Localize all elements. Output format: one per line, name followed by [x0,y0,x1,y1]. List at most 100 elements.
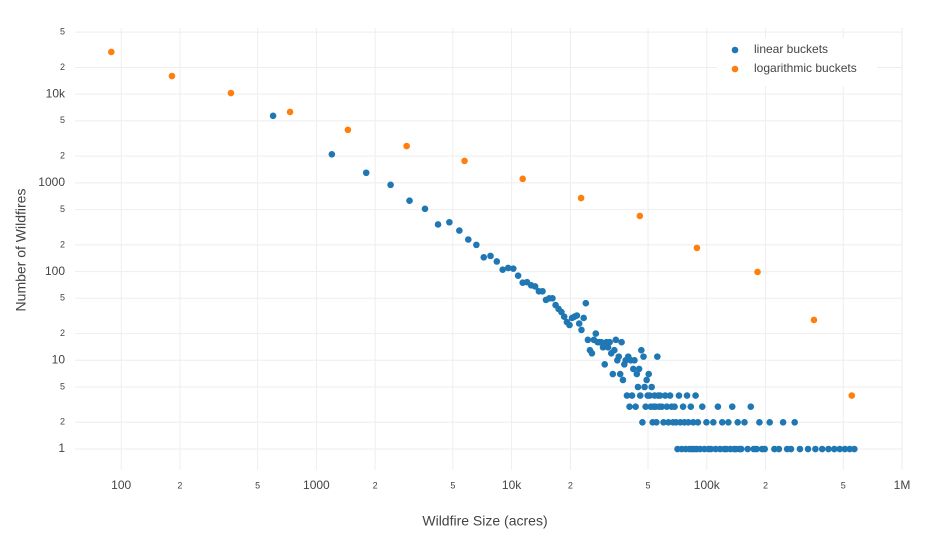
point [108,48,115,56]
y-tick-label: 5 [60,381,65,391]
point [573,312,581,319]
point [611,346,618,354]
point [406,197,413,204]
point [549,294,556,302]
point [584,336,592,344]
point [636,212,644,220]
point [616,370,624,378]
point [629,365,637,373]
y-tick-label: 1 [58,441,65,455]
point [775,445,783,453]
point [796,445,804,453]
point [606,338,613,346]
point [718,419,726,426]
y-tick-label: 5 [60,27,65,37]
point [634,383,642,391]
point [639,419,646,426]
point [754,268,761,276]
point [286,108,294,116]
point [648,383,655,391]
point [666,392,674,399]
point [753,445,760,453]
point [531,283,539,290]
point [344,126,352,134]
y-tick-label: 10 [52,352,66,366]
point [737,445,745,453]
x-tick-label: 5 [646,480,651,490]
x-tick-label: 100 [111,478,131,492]
point [656,392,664,399]
point [804,445,812,453]
point [836,445,844,453]
point [710,419,717,426]
point [756,419,763,426]
point [848,392,856,399]
point [692,392,699,399]
point [707,445,715,453]
legend-marker [731,65,739,73]
grid [75,28,903,470]
x-tick-label: 10k [502,478,522,492]
point [841,445,849,453]
x-tick-label: 5 [450,480,455,490]
point [645,370,653,378]
point [575,320,583,327]
point [642,403,649,410]
legend-label: logarithmic buckets [754,61,857,75]
point [473,241,480,249]
point [734,419,742,426]
x-tick-label: 2 [373,480,378,490]
y-tick-label: 5 [60,204,65,214]
x-axis-title: Wildfire Size (acres) [422,513,547,529]
point [744,445,751,453]
point [597,338,605,346]
point [578,326,585,334]
point [646,392,654,399]
point [825,445,832,453]
y-tick-label: 2 [60,151,65,161]
point [421,205,429,213]
point [577,194,585,202]
point [227,89,235,97]
point [168,72,176,80]
point [812,445,819,453]
point [703,419,710,426]
point [464,236,472,243]
point [628,392,636,399]
point [643,376,650,384]
y-axis-title: Number of Wildfires [13,189,29,312]
point [434,221,442,228]
point [493,258,501,265]
point [698,403,706,410]
point [582,299,590,307]
point [461,157,468,165]
y-tick-label: 1000 [38,175,65,189]
point [665,419,672,426]
point [446,218,453,226]
point [766,419,773,426]
x-tick-label: 1000 [303,478,330,492]
point [787,445,795,453]
point [641,383,648,391]
x-tick-label: 2 [568,480,573,490]
y-tick-label: 2 [60,239,65,249]
x-tick-label: 2 [763,480,768,490]
point [846,445,854,453]
point [635,365,643,373]
point [619,376,627,384]
point [615,353,623,360]
point [519,175,526,183]
y-tick-label: 100 [45,264,65,278]
point [566,321,573,329]
point [580,314,587,322]
point [818,445,826,453]
point [601,361,609,368]
point [671,403,678,410]
point [638,346,645,354]
point [640,353,647,360]
point [810,316,818,324]
point [631,357,638,364]
x-tick-label: 5 [841,480,846,490]
y-tick-label: 2 [60,417,65,427]
